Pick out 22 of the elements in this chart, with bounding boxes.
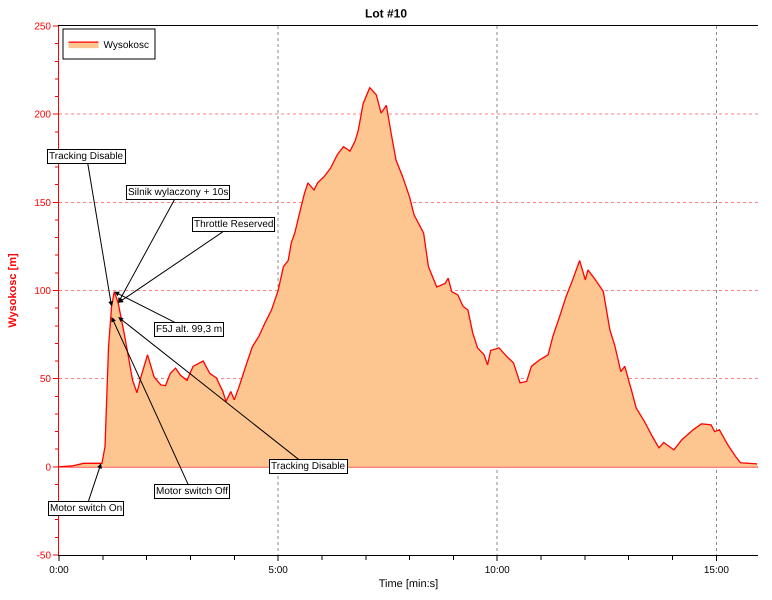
annotation: Throttle Reserved: [194, 219, 274, 230]
legend-label: Wysokosc: [103, 40, 149, 52]
y-tick-label: 200: [34, 110, 52, 121]
y-tick-label: 100: [34, 286, 52, 297]
x-tick-label: 15:00: [704, 565, 730, 576]
y-tick-label: -50: [36, 550, 52, 562]
y-tick-label: 250: [34, 22, 52, 32]
annotation: Tracking Disable: [271, 461, 346, 472]
x-tick-label: 10:00: [484, 565, 510, 576]
chart-title: Lot #10: [364, 6, 408, 20]
annotation: Tracking Disable: [49, 151, 124, 162]
y-axis-title: Wysokosc [m]: [6, 252, 19, 328]
y-tick-label: 0: [45, 462, 52, 474]
annotation: F5J alt. 99,3 m: [156, 324, 222, 335]
annotation: Silnik wylaczony + 10s: [128, 187, 228, 198]
y-tick-label: 50: [40, 374, 52, 386]
x-tick-label: 5:00: [268, 565, 288, 576]
x-tick-label: 0:00: [49, 565, 70, 576]
annotation: Motor switch On: [50, 503, 122, 514]
x-axis-title: Time [min:s]: [378, 578, 438, 590]
annotation: Motor switch Off: [156, 486, 228, 497]
y-tick-label: 150: [34, 198, 52, 209]
